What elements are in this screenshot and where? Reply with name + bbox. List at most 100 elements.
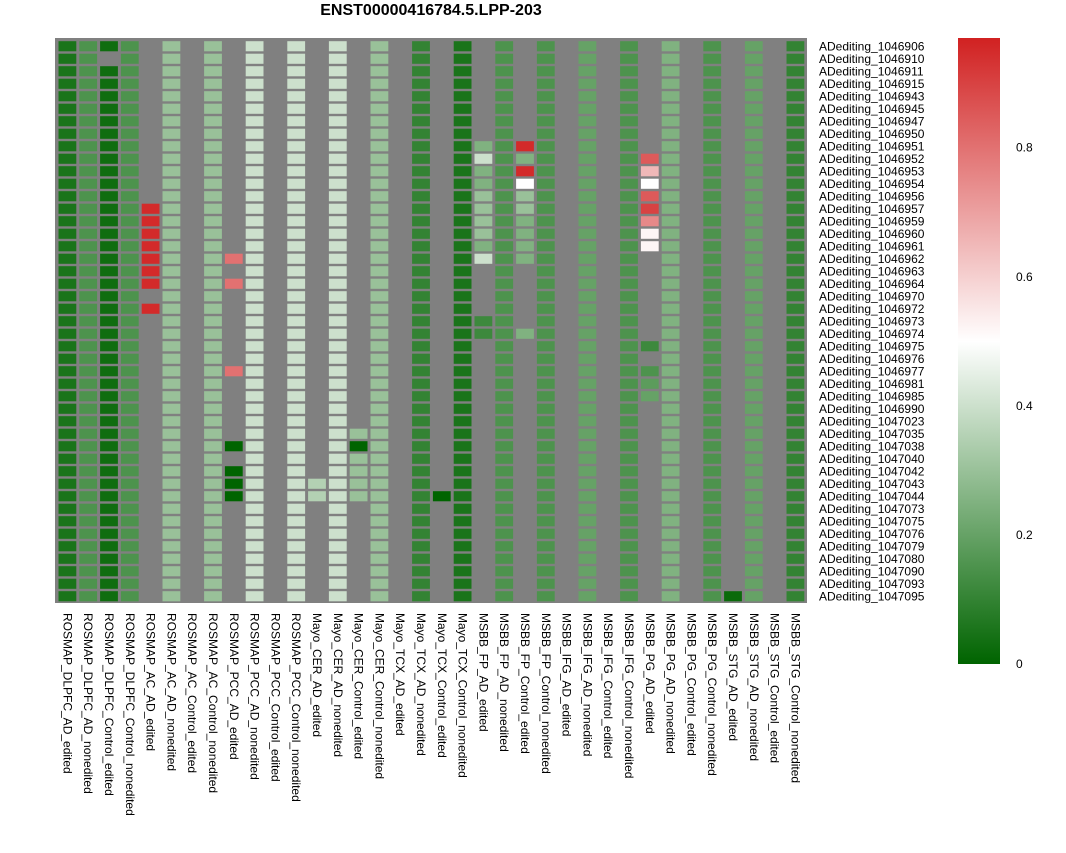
heatmap-cell [412,278,430,289]
heatmap-cell [432,53,451,64]
heatmap-cell [495,91,514,102]
heatmap-cell [224,341,243,352]
colorbar-tick-label: 0.6 [1016,270,1033,284]
heatmap-cell [120,303,139,314]
heatmap-cell [474,253,493,264]
heatmap-cell [287,528,306,539]
heatmap-cell [703,516,722,527]
heatmap-cell [308,53,326,64]
heatmap-cell [328,116,347,127]
heatmap-cell [58,453,77,464]
heatmap-cell [661,278,680,289]
heatmap-cell [744,466,763,477]
heatmap-cell [204,541,222,552]
heatmap-cell [495,303,514,314]
heatmap-cell [204,503,222,514]
heatmap-cell [183,428,202,439]
heatmap-cell [58,141,77,152]
heatmap-cell [412,491,430,502]
heatmap-cell [100,341,118,352]
heatmap-cell [79,553,98,564]
heatmap-cell [620,516,638,527]
heatmap-cell [266,378,285,389]
heatmap-cell [557,128,576,139]
row-label: ADediting_1047035 [819,427,925,441]
heatmap-cell [474,66,493,77]
heatmap-cell [495,416,514,427]
heatmap-cell [120,341,139,352]
column-label: MSBB_PG_Control_edited [684,613,698,756]
heatmap-cell [204,366,222,377]
heatmap-cell [453,216,472,227]
heatmap-cell [328,166,347,177]
heatmap-cell [703,128,722,139]
heatmap-cell [245,266,264,277]
row-label: ADediting_1047040 [819,452,925,466]
heatmap-cell [58,428,77,439]
heatmap-cell [682,66,701,77]
heatmap-cell [557,391,576,402]
heatmap-cell [370,78,389,89]
heatmap-cell [682,391,701,402]
heatmap-cell [536,241,555,252]
heatmap-cell [162,66,181,77]
heatmap-cell [204,453,222,464]
heatmap-cell [536,91,555,102]
heatmap-cell [786,103,805,114]
heatmap-cell [578,591,597,602]
heatmap-cell [620,66,638,77]
heatmap-cell [661,541,680,552]
row-label: ADediting_1047075 [819,514,925,528]
heatmap-cell [640,366,659,377]
heatmap-cell [412,166,430,177]
heatmap-cell [703,328,722,339]
heatmap-cell [703,166,722,177]
heatmap-cell [724,216,742,227]
heatmap-cell [474,391,493,402]
heatmap-cell [661,578,680,589]
heatmap-cell [391,453,410,464]
heatmap-cell [765,516,784,527]
heatmap-cell [703,141,722,152]
heatmap-cell [162,478,181,489]
heatmap-cell [703,541,722,552]
heatmap-cell [120,141,139,152]
heatmap-cell [224,216,243,227]
heatmap-cell [724,266,742,277]
row-label: ADediting_1046950 [819,127,925,141]
heatmap-cell [599,41,618,52]
heatmap-cell [79,366,98,377]
heatmap-cell [744,78,763,89]
heatmap-cell [474,441,493,452]
heatmap-cell [266,203,285,214]
heatmap-cell [349,453,368,464]
heatmap-cell [557,453,576,464]
heatmap-cell [58,503,77,514]
heatmap-cell [79,341,98,352]
heatmap-cell [58,41,77,52]
heatmap-cell [516,391,534,402]
heatmap-cell [557,78,576,89]
heatmap-cell [79,416,98,427]
heatmap-cell [578,291,597,302]
heatmap-cell [516,53,534,64]
heatmap-cell [204,516,222,527]
heatmap-cell [786,428,805,439]
heatmap-cell [599,366,618,377]
heatmap-cell [640,491,659,502]
heatmap-cell [682,578,701,589]
heatmap-cell [412,153,430,164]
heatmap-cell [391,241,410,252]
heatmap-cell [328,578,347,589]
heatmap-cell [349,591,368,602]
heatmap-cell [620,203,638,214]
heatmap-cell [703,341,722,352]
heatmap-cell [495,241,514,252]
heatmap-cell [703,491,722,502]
heatmap-cell [162,403,181,414]
heatmap-cell [245,341,264,352]
heatmap-cell [370,241,389,252]
heatmap-cell [786,541,805,552]
heatmap-cell [328,303,347,314]
heatmap-cell [661,78,680,89]
